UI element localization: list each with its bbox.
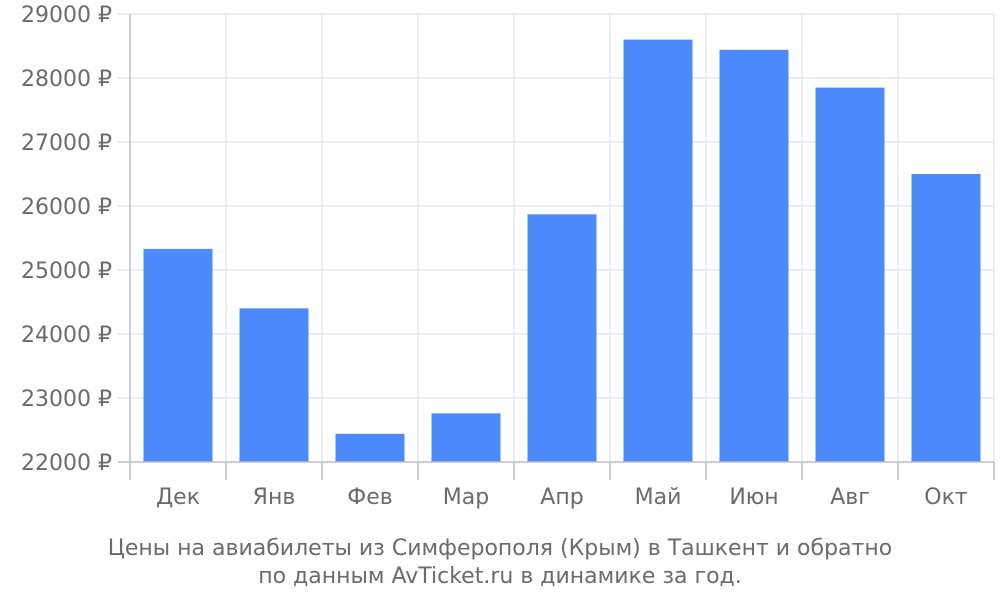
x-tick-label: Дек [156, 485, 200, 510]
bars [143, 39, 981, 463]
x-tick-label: Апр [540, 485, 583, 510]
x-tick-label: Мар [443, 485, 489, 510]
y-tick-label: 25000 ₽ [21, 259, 112, 284]
y-axis: 22000 ₽ 23000 ₽ 24000 ₽ 25000 ₽ 26000 ₽ 27000… [21, 3, 131, 480]
x-axis: Дек Янв Фев Мар Апр Май Июн Авг Окт [118, 461, 995, 510]
bar [719, 49, 789, 463]
bar [911, 174, 981, 462]
bar [623, 39, 693, 462]
x-tick-label: Фев [347, 485, 392, 510]
y-tick-label: 28000 ₽ [21, 67, 112, 92]
bar [335, 433, 405, 462]
y-tick-label: 22000 ₽ [21, 451, 112, 476]
y-tick-label: 29000 ₽ [21, 3, 112, 28]
y-tick-label: 23000 ₽ [21, 387, 112, 412]
y-tick-label: 24000 ₽ [21, 323, 112, 348]
x-tick-label: Май [635, 485, 682, 510]
bar [815, 87, 885, 462]
bar [527, 214, 597, 462]
y-tick-label: 27000 ₽ [21, 131, 112, 156]
x-tick-label: Авг [830, 485, 870, 510]
x-tick-label: Окт [924, 485, 968, 510]
chart-caption-line2: по данным AvTicket.ru в динамике за год. [258, 564, 742, 589]
bar [239, 308, 309, 462]
y-tick-label: 26000 ₽ [21, 195, 112, 220]
x-tick-label: Янв [253, 485, 296, 510]
grid-lines [118, 13, 995, 463]
x-tick-label: Июн [729, 485, 778, 510]
bar [431, 413, 501, 462]
chart-caption-line1: Цены на авиабилеты из Симферополя (Крым)… [108, 536, 892, 561]
bar [143, 248, 213, 462]
